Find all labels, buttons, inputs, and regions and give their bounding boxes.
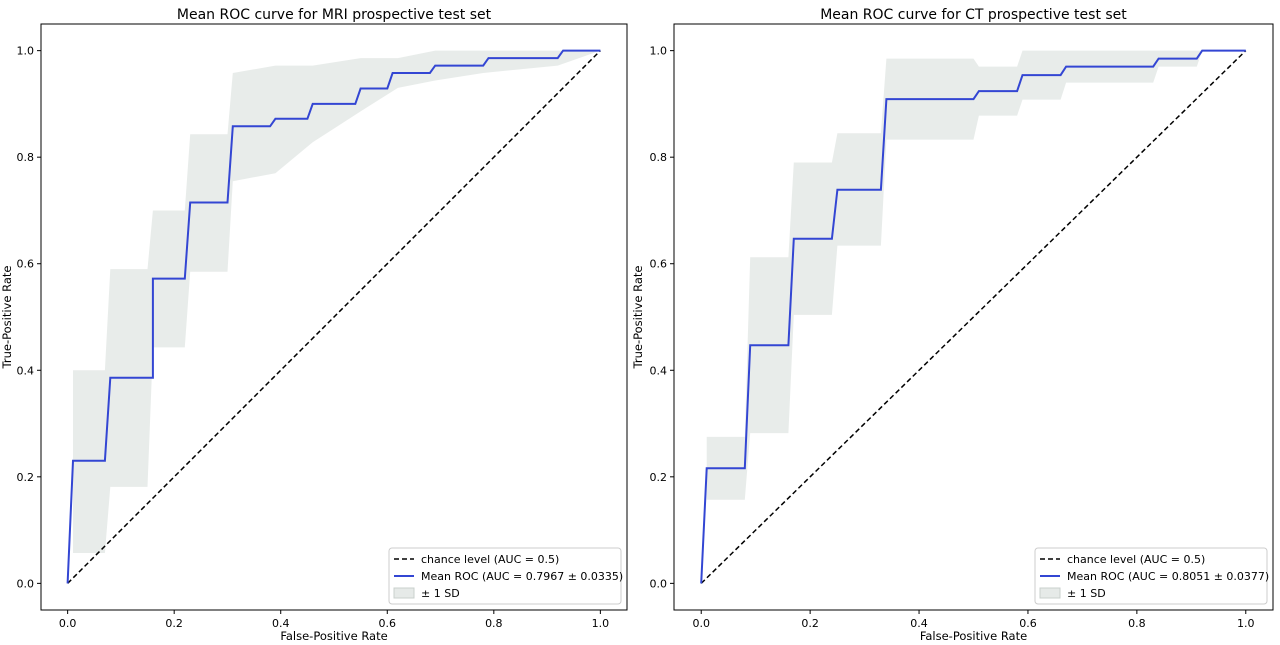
- x-tick-label: 0.0: [59, 617, 77, 630]
- y-axis-label: True-Positive Rate: [632, 266, 645, 370]
- y-tick-label: 0.2: [650, 471, 668, 484]
- x-tick-label: 0.4: [910, 617, 928, 630]
- y-tick-label: 0.0: [650, 577, 668, 590]
- chance-line: [67, 50, 601, 584]
- legend-band-swatch: [1039, 587, 1061, 599]
- ct-roc-chart: 0.0 0.2 0.4 0.6 0.8 1.0 0.0 0.2 0.4 0.6 0.8 1.0 Mea…: [632, 7, 1274, 643]
- chance-line: [700, 50, 1247, 584]
- sd-band: [706, 50, 1246, 500]
- mean-roc-line: [700, 49, 1246, 584]
- ticks-layer: 0.0 0.2 0.4 0.6 0.8 1.0 0.0 0.2 0.4 0.6 0.8 1.0: [650, 45, 1255, 630]
- mean-roc-layer: [66, 49, 601, 584]
- y-tick-label: 0.8: [650, 151, 668, 164]
- legend-band-swatch: [393, 587, 415, 599]
- x-tick-label: 0.8: [1128, 617, 1146, 630]
- sd-band: [73, 50, 601, 553]
- y-tick-label: 0.0: [17, 577, 35, 590]
- x-axis-label: False-Positive Rate: [920, 629, 1027, 643]
- legend-band-label: ± 1 SD: [1067, 587, 1106, 600]
- legend-mean-label: Mean ROC (AUC = 0.8051 ± 0.0377): [1067, 570, 1269, 583]
- plot-frame: [40, 23, 628, 611]
- chart-title: Mean ROC curve for CT prospective test s…: [820, 7, 1127, 23]
- legend-chance-label: chance level (AUC = 0.5): [1067, 553, 1205, 566]
- y-axis-label: True-Positive Rate: [0, 266, 14, 370]
- x-tick-label: 1.0: [592, 617, 610, 630]
- legend: chance level (AUC = 0.5) Mean ROC (AUC =…: [1034, 547, 1269, 605]
- plot-frame: [673, 23, 1274, 611]
- legend: chance level (AUC = 0.5) Mean ROC (AUC =…: [388, 547, 623, 605]
- x-tick-label: 1.0: [1237, 617, 1255, 630]
- y-tick-label: 0.2: [17, 471, 35, 484]
- y-tick-label: 1.0: [650, 45, 668, 58]
- y-tick-label: 0.8: [17, 151, 35, 164]
- mean-roc-layer: [700, 49, 1246, 584]
- y-tick-label: 0.6: [650, 258, 668, 271]
- x-tick-label: 0.4: [272, 617, 290, 630]
- mri-roc-chart: 0.0 0.2 0.4 0.6 0.8 1.0 0.0 0.2 0.4 0.6 0.8 1.0 Mea…: [0, 7, 628, 643]
- sd-band-layer: [706, 50, 1246, 500]
- y-tick-label: 0.4: [650, 364, 668, 377]
- mean-roc-line: [66, 49, 601, 584]
- x-tick-label: 0.6: [379, 617, 397, 630]
- chance-line-layer: [700, 50, 1247, 584]
- x-tick-label: 0.6: [1019, 617, 1037, 630]
- legend-box: [388, 547, 622, 605]
- y-tick-label: 1.0: [17, 45, 35, 58]
- x-tick-label: 0.2: [801, 617, 819, 630]
- legend-mean-label: Mean ROC (AUC = 0.7967 ± 0.0335): [421, 570, 623, 583]
- x-axis-label: False-Positive Rate: [280, 629, 387, 643]
- x-tick-label: 0.2: [165, 617, 183, 630]
- ticks-layer: 0.0 0.2 0.4 0.6 0.8 1.0 0.0 0.2 0.4 0.6 0.8 1.0: [17, 45, 610, 630]
- legend-chance-label: chance level (AUC = 0.5): [421, 553, 559, 566]
- legend-box: [1034, 547, 1268, 605]
- chance-line-layer: [67, 50, 601, 584]
- chart-title: Mean ROC curve for MRI prospective test …: [177, 7, 492, 23]
- sd-band-layer: [73, 50, 601, 553]
- y-tick-label: 0.4: [17, 364, 35, 377]
- legend-band-label: ± 1 SD: [421, 587, 460, 600]
- x-tick-label: 0.0: [692, 617, 710, 630]
- x-tick-label: 0.8: [485, 617, 503, 630]
- y-tick-label: 0.6: [17, 258, 35, 271]
